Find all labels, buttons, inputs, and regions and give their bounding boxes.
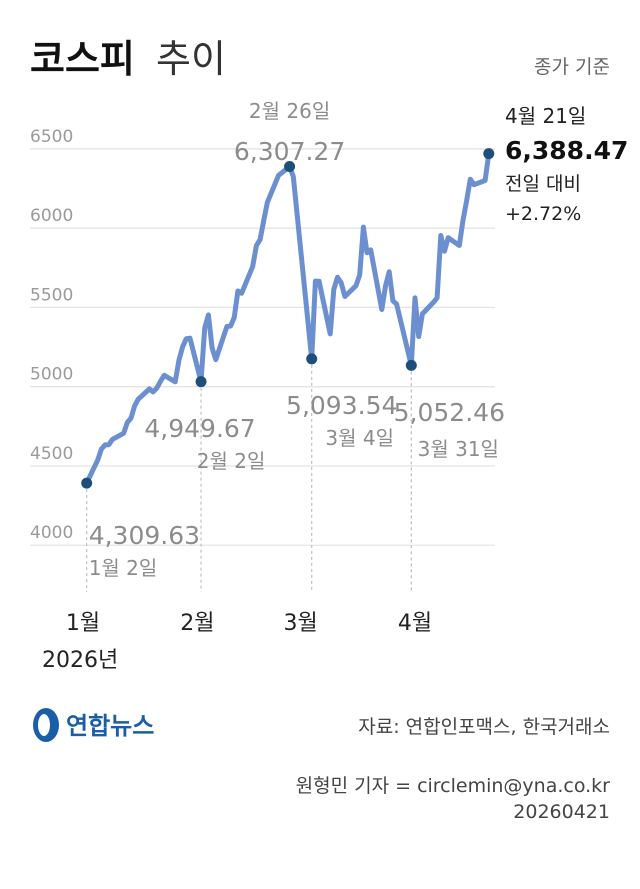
latest-change-value: +2.72%: [505, 203, 581, 225]
annotation-guides: [86, 364, 412, 592]
data-source: 자료: 연합인포맥스, 한국거래소: [358, 716, 610, 738]
latest-change-caption: 전일 대비: [505, 173, 581, 195]
y-tick-5500: 5500: [30, 285, 73, 305]
issue-date: 20260421: [513, 801, 610, 823]
year-label: 2026년: [42, 648, 118, 673]
x-axis-ticks: 1월 2월 3월 4월: [66, 611, 432, 636]
annotation-dot-2: [284, 160, 296, 172]
yonhap-logo-inner-icon: [38, 714, 50, 736]
y-tick-4000: 4000: [30, 523, 73, 543]
annotation-dot-4: [405, 359, 417, 371]
latest-date-label: 4월 21일: [505, 104, 586, 128]
annotation-date-0: 1월 2일: [89, 556, 158, 580]
annotation-date-2: 2월 26일: [249, 99, 330, 123]
gridlines: [30, 148, 495, 546]
annotation-dot-1: [195, 376, 207, 388]
y-tick-6500: 6500: [30, 127, 73, 147]
annotation-dots: [81, 148, 495, 489]
annotation-value-2: 6,307.27: [234, 137, 345, 166]
annotation-date-1: 2월 2일: [197, 449, 266, 473]
latest-value-label: 6,388.47: [505, 136, 628, 165]
x-tick-1: 1월: [66, 611, 100, 636]
y-tick-5000: 5000: [30, 365, 73, 385]
annotation-dot-3: [306, 353, 318, 365]
annotation-value-4: 5,052.46: [394, 398, 505, 427]
annotation-value-1: 4,949.67: [144, 414, 255, 443]
annotation-date-4: 3월 31일: [418, 437, 499, 461]
annotation-dot-5: [483, 148, 495, 160]
reporter-credit: 원형민 기자 = circlemin@yna.co.kr: [296, 775, 611, 797]
x-tick-3: 3월: [284, 611, 318, 636]
yonhap-logo: 연합뉴스: [33, 708, 154, 742]
annotation-dot-0: [81, 477, 93, 489]
kospi-series-line: [84, 151, 492, 486]
annotation-date-3: 3월 4일: [325, 426, 394, 450]
y-tick-4500: 4500: [30, 444, 73, 464]
x-tick-2: 2월: [180, 611, 214, 636]
yonhap-logo-text: 연합뉴스: [66, 712, 154, 740]
price-basis: 종가 기준: [534, 56, 610, 78]
title-light: 추이: [156, 37, 226, 81]
annotation-labels: 4,309.63 1월 2일 4,949.67 2월 2일 2월 26일 6,307.27…: [89, 99, 629, 580]
y-axis-ticks: 6500 6000 5500 5000 4500 4000: [30, 127, 73, 543]
annotation-value-0: 4,309.63: [89, 521, 200, 550]
y-tick-6000: 6000: [30, 206, 73, 226]
x-tick-4: 4월: [398, 611, 432, 636]
annotation-value-3: 5,093.54: [286, 391, 397, 420]
title-bold: 코스피: [30, 37, 135, 81]
